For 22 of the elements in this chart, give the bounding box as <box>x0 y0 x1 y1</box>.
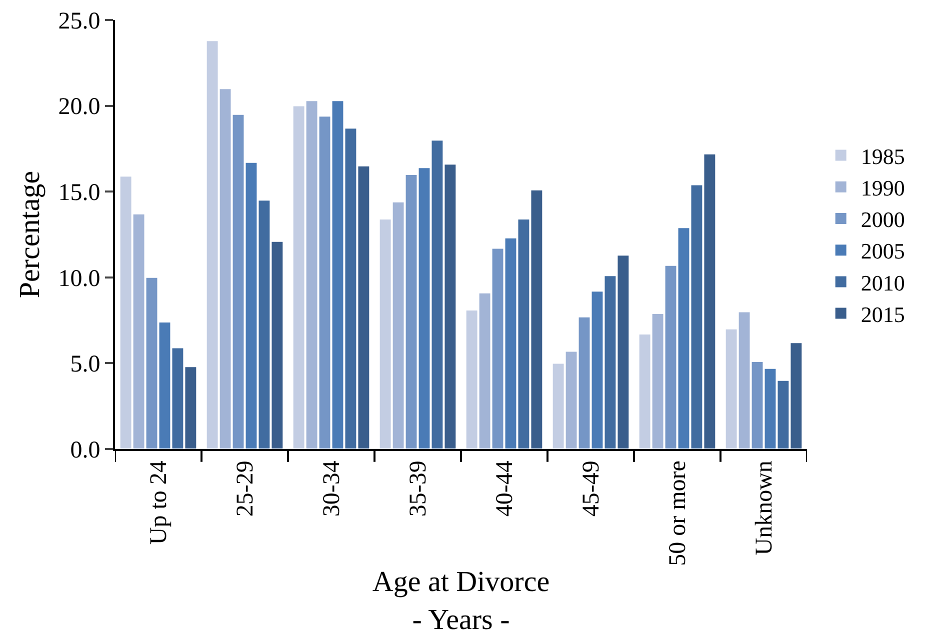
legend-label: 2005 <box>860 238 905 264</box>
y-axis-title: Percentage <box>14 170 46 298</box>
x-tick-label: 50 or more <box>665 460 692 566</box>
x-axis-title: Age at Divorce - Years - <box>372 566 550 636</box>
legend-label: 1985 <box>860 144 905 169</box>
x-tick-label: 35-39 <box>406 460 432 517</box>
y-tick-label: 15.0 <box>58 180 100 206</box>
x-tick-label: 45-49 <box>578 460 605 517</box>
x-tick-label: 40-44 <box>492 460 518 517</box>
legend-label: 2015 <box>860 302 905 327</box>
legend-label: 2000 <box>860 207 905 232</box>
y-tick-label: 10.0 <box>58 266 100 292</box>
x-tick-label: 25-29 <box>232 460 259 517</box>
x-tick-label: Up to 24 <box>146 460 172 545</box>
x-tick-label: 30-34 <box>319 460 346 517</box>
y-tick-label: 5.0 <box>70 352 100 378</box>
legend-label: 1990 <box>860 175 905 200</box>
x-tick-label: Unknown <box>752 460 778 556</box>
legend-label: 2010 <box>860 270 905 296</box>
y-tick-label: 0.0 <box>70 437 100 464</box>
y-tick-label: 20.0 <box>58 94 100 120</box>
y-tick-label: 25.0 <box>58 8 100 34</box>
